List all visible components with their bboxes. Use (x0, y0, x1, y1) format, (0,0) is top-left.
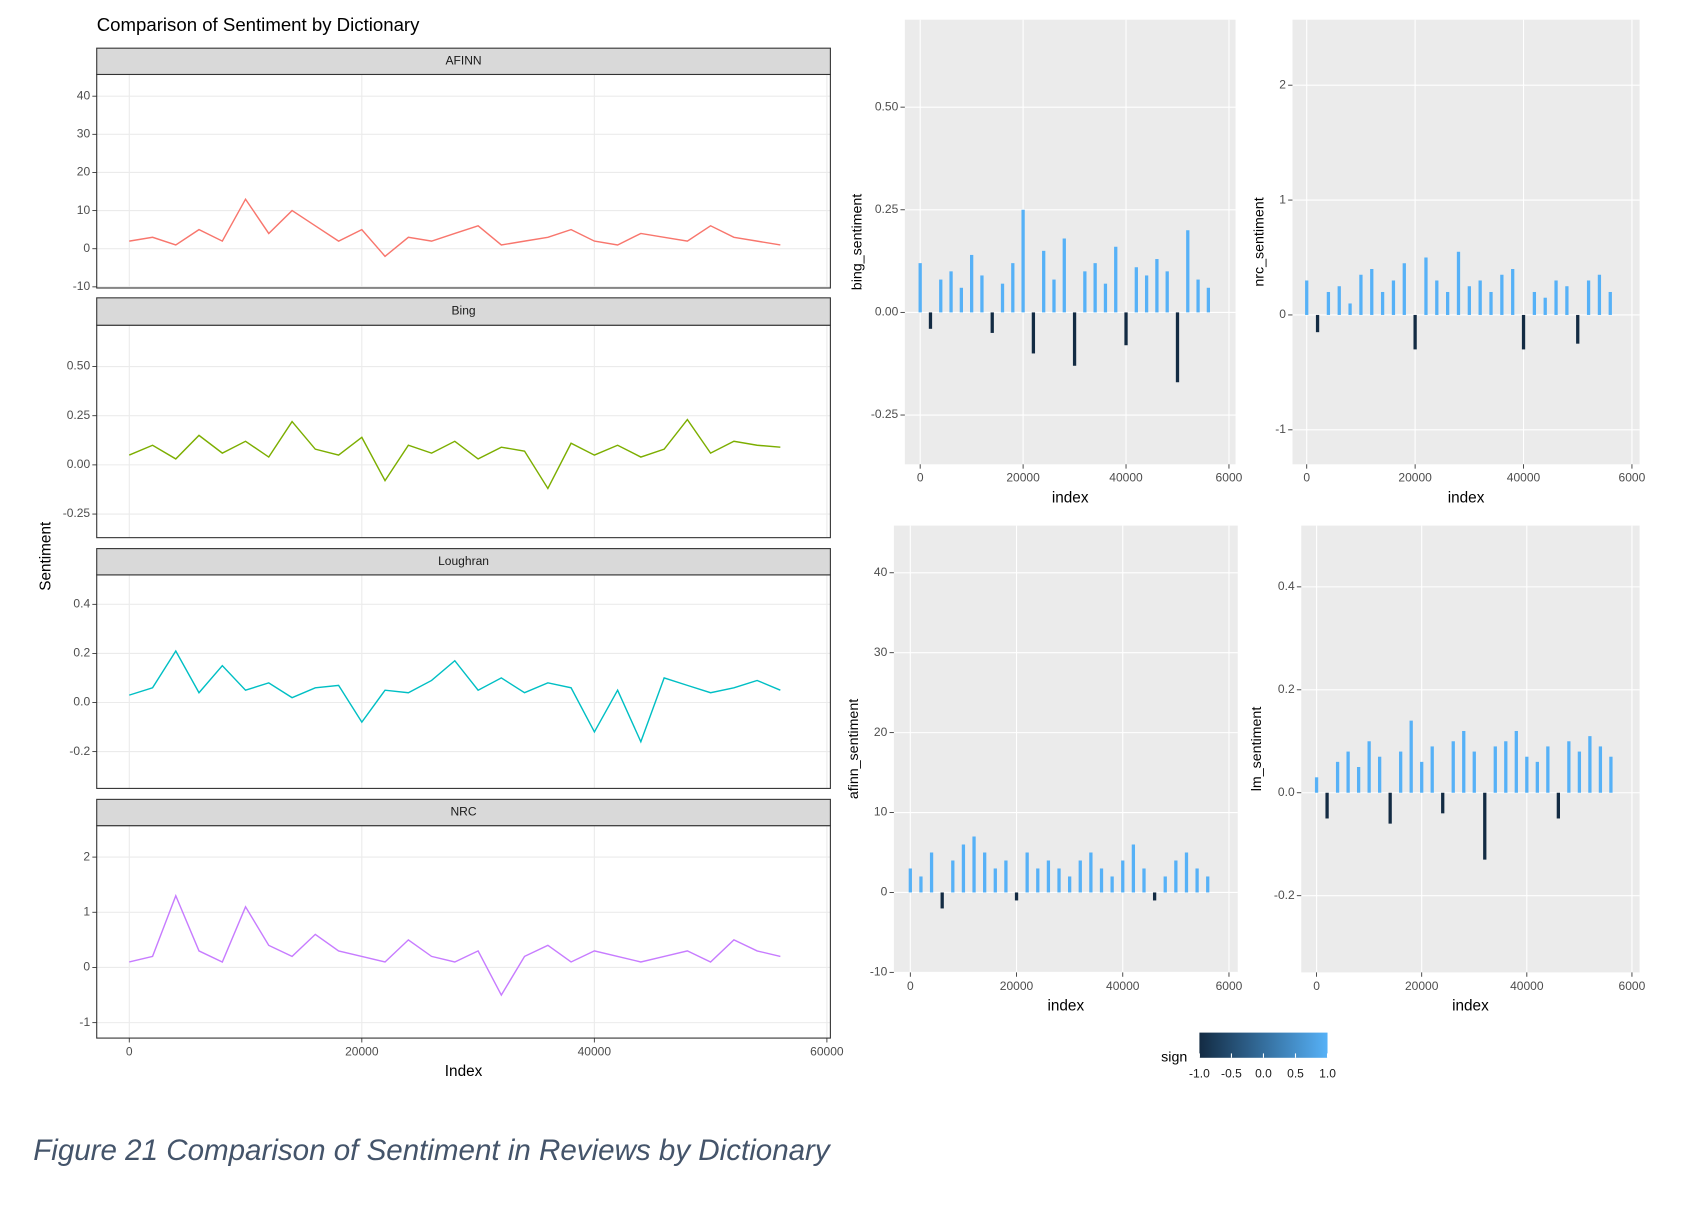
y-tick-label: 10 (77, 203, 91, 217)
legend-tick-label: -0.5 (1221, 1066, 1242, 1080)
chart-title: Comparison of Sentiment by Dictionary (97, 14, 420, 35)
legend-tick-label: 1.0 (1319, 1066, 1336, 1080)
x-axis-label: Index (445, 1063, 483, 1080)
x-tick-label: 6000 (1619, 471, 1646, 485)
y-tick-label: 0.0 (73, 695, 90, 709)
y-tick-label: 1 (1279, 192, 1286, 206)
facet-strip (96, 47, 831, 76)
y-tick-label: 0.4 (73, 597, 90, 611)
y-tick-label: -0.2 (1274, 888, 1295, 902)
legend-tick-label: 0.5 (1287, 1066, 1304, 1080)
y-tick-label: 30 (874, 645, 888, 659)
y-tick-label: -0.2 (69, 744, 90, 758)
x-axis-label: index (1047, 997, 1084, 1014)
y-tick-label: 20 (77, 165, 91, 179)
facet-label: AFINN (446, 54, 482, 68)
y-tick-label: 2 (1279, 77, 1286, 91)
x-tick-label: 40000 (1507, 471, 1541, 485)
x-tick-label: 20000 (1006, 471, 1040, 485)
x-tick-label: 0 (1303, 471, 1310, 485)
facet-label: Loughran (438, 554, 489, 568)
y-tick-label: 0 (83, 960, 90, 974)
facet-strip (96, 548, 831, 576)
y-tick-label: 10 (874, 805, 888, 819)
x-tick-label: 40000 (578, 1045, 612, 1059)
series-line (128, 418, 781, 490)
x-tick-label: 0 (126, 1045, 133, 1059)
series-line (129, 649, 781, 744)
caption: Figure 21 Comparison of Sentiment in Rev… (33, 1134, 832, 1167)
legend-title: sign (1161, 1050, 1187, 1066)
panel-background (1292, 19, 1640, 465)
y-axis-label: Sentiment (37, 521, 54, 591)
x-tick-label: 20000 (1405, 979, 1439, 993)
y-tick-label: -10 (73, 279, 91, 293)
y-tick-label: 40 (874, 565, 888, 579)
facet-label: NRC (451, 805, 477, 819)
y-axis-label: afinn_sentiment (846, 699, 862, 799)
x-tick-label: 6000 (1619, 979, 1646, 993)
x-tick-label: 6000 (1216, 979, 1243, 993)
panel-background (893, 525, 1238, 973)
x-tick-label: 20000 (345, 1045, 379, 1059)
y-tick-label: 0.50 (67, 359, 91, 373)
x-tick-label: 0 (907, 979, 914, 993)
y-tick-label: -0.25 (871, 407, 899, 421)
y-tick-label: 0.00 (67, 457, 91, 471)
x-axis-label: index (1448, 489, 1485, 506)
y-axis-label: bing_sentiment (850, 194, 866, 290)
series-line (129, 197, 781, 258)
panel-background (96, 825, 831, 1039)
x-tick-label: 20000 (1000, 979, 1034, 993)
y-tick-label: 0 (83, 241, 90, 255)
x-axis-label: index (1052, 489, 1089, 506)
y-tick-label: 1 (83, 904, 90, 918)
y-axis-label: nrc_sentiment (1251, 197, 1267, 286)
x-tick-label: 40000 (1510, 979, 1544, 993)
y-tick-label: 0.2 (73, 646, 90, 660)
y-tick-label: 0.50 (875, 99, 899, 113)
y-tick-label: 0 (1279, 307, 1286, 321)
y-tick-label: 0.00 (875, 305, 899, 319)
y-tick-label: -1 (79, 1015, 90, 1029)
x-tick-label: 6000 (1216, 471, 1243, 485)
facet-strip (96, 798, 831, 827)
y-tick-label: 0.4 (1278, 579, 1295, 593)
y-tick-label: 2 (83, 849, 90, 863)
x-axis-label: index (1452, 997, 1489, 1014)
legend-tick-label: 0.0 (1255, 1066, 1272, 1080)
facet-strip (96, 297, 831, 326)
y-tick-label: 0.25 (67, 408, 91, 422)
x-tick-label: 60000 (810, 1045, 844, 1059)
y-tick-label: 0.2 (1278, 682, 1295, 696)
series-line (129, 893, 781, 997)
panel-background (904, 19, 1236, 465)
y-tick-label: 0.25 (875, 202, 899, 216)
panel-background (96, 74, 831, 288)
y-tick-label: 40 (77, 88, 91, 102)
y-tick-label: -1 (1275, 422, 1286, 436)
x-tick-label: 40000 (1109, 471, 1143, 485)
y-tick-label: 20 (874, 725, 888, 739)
panel-background (1301, 525, 1640, 973)
panel-background (96, 574, 831, 789)
legend-tick-label: -1.0 (1189, 1066, 1210, 1080)
y-tick-label: 0.0 (1278, 785, 1295, 799)
x-tick-label: 40000 (1106, 979, 1140, 993)
x-tick-label: 0 (1313, 979, 1320, 993)
y-tick-label: 0 (881, 885, 888, 899)
x-tick-label: 20000 (1398, 471, 1432, 485)
x-tick-label: 0 (917, 471, 924, 485)
panel-background (96, 325, 831, 538)
y-tick-label: -0.25 (63, 506, 91, 520)
y-tick-label: -10 (870, 965, 888, 979)
facet-label: Bing (452, 304, 476, 318)
y-tick-label: 30 (77, 127, 91, 141)
y-axis-label: lm_sentiment (1249, 707, 1265, 792)
